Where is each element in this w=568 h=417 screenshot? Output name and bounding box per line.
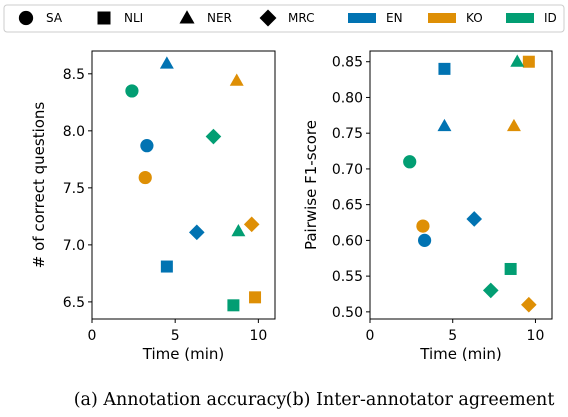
y-tick-label: 8.0	[63, 124, 85, 140]
point-sa-ko	[416, 219, 430, 233]
x-tick-label: 0	[366, 328, 375, 344]
legend-ner-marker	[179, 10, 195, 24]
point-ner-ko	[506, 118, 521, 132]
y-tick-label: 0.70	[332, 162, 363, 178]
point-ner-en	[437, 118, 452, 132]
legend-mrc-label: MRC	[288, 11, 314, 25]
legend-nli-marker	[97, 11, 111, 25]
legend-nli-label: NLI	[124, 11, 143, 25]
legend-id-patch	[506, 13, 534, 23]
y-tick-label: 7.0	[63, 238, 85, 254]
point-nli-en	[438, 62, 451, 75]
point-nli-ko	[249, 291, 262, 304]
y-tick-label: 8.5	[63, 67, 85, 83]
point-nli-id	[504, 262, 517, 275]
point-sa-en	[140, 139, 154, 153]
x-axis-label: Time (min)	[419, 345, 501, 363]
point-mrc-ko	[243, 216, 260, 233]
point-mrc-id	[205, 128, 222, 145]
point-sa-ko	[138, 170, 152, 185]
x-tick-label: 10	[527, 328, 545, 344]
panel-annotation-accuracy: 0 5 10 6.5 7.0 7.5 8.0 8.5 Time (min) # of correc…	[30, 50, 276, 363]
legend-ko-patch	[428, 13, 456, 23]
x-tick-label: 5	[448, 328, 457, 344]
y-tick-label: 0.65	[332, 198, 363, 214]
legend-sa-marker	[18, 10, 34, 26]
y-tick-label: 6.5	[63, 295, 85, 311]
legend-ner-label: NER	[207, 11, 232, 25]
x-tick-label: 5	[171, 328, 180, 344]
y-tick-label: 0.55	[332, 269, 363, 285]
legend-frame	[3, 4, 565, 33]
point-ner-id	[231, 223, 246, 237]
y-axis-label: # of correct questions	[30, 102, 48, 269]
x-tick-label: 10	[249, 328, 267, 344]
point-mrc-en	[466, 211, 483, 227]
legend-sa-label: SA	[46, 11, 63, 25]
caption-a: (a) Annotation accuracy	[74, 390, 287, 410]
point-mrc-ko	[521, 296, 537, 313]
legend-mrc-marker	[259, 9, 277, 27]
x-tick-label: 0	[88, 328, 97, 344]
y-axis-label: Pairwise F1-score	[302, 120, 320, 250]
point-nli-ko	[522, 55, 535, 68]
legend-en-patch	[348, 13, 376, 23]
point-nli-id	[227, 299, 240, 312]
point-sa-en	[418, 233, 432, 247]
point-mrc-en	[189, 224, 205, 241]
point-mrc-id	[482, 282, 499, 299]
plot-frame	[91, 50, 276, 320]
plot-frame	[369, 50, 553, 320]
point-ner-en	[159, 56, 174, 69]
point-sa-id	[403, 155, 417, 169]
y-tick-label: 0.80	[332, 90, 363, 106]
point-ner-id	[510, 54, 525, 67]
y-tick-label: 0.50	[332, 305, 363, 321]
y-tick-label: 7.5	[63, 181, 85, 197]
y-tick-label: 0.60	[332, 233, 363, 249]
legend: SA NLI NER MRC EN KO ID	[3, 4, 565, 33]
caption-b: (b) Inter-annotator agreement	[286, 390, 555, 410]
x-axis-label: Time (min)	[142, 345, 224, 363]
y-tick-label: 0.85	[332, 55, 363, 71]
point-ner-ko	[229, 73, 244, 86]
legend-id-label: ID	[544, 11, 557, 25]
point-sa-id	[125, 84, 139, 98]
panel-inter-annotator-agreement: 0 5 10 0.50 0.55 0.60 0.65 0.70 0.75 0.80 0.85 Time…	[302, 50, 553, 363]
legend-ko-label: KO	[466, 11, 483, 25]
y-tick-label: 0.75	[332, 126, 363, 142]
legend-en-label: EN	[386, 11, 403, 25]
point-nli-en	[160, 260, 173, 273]
